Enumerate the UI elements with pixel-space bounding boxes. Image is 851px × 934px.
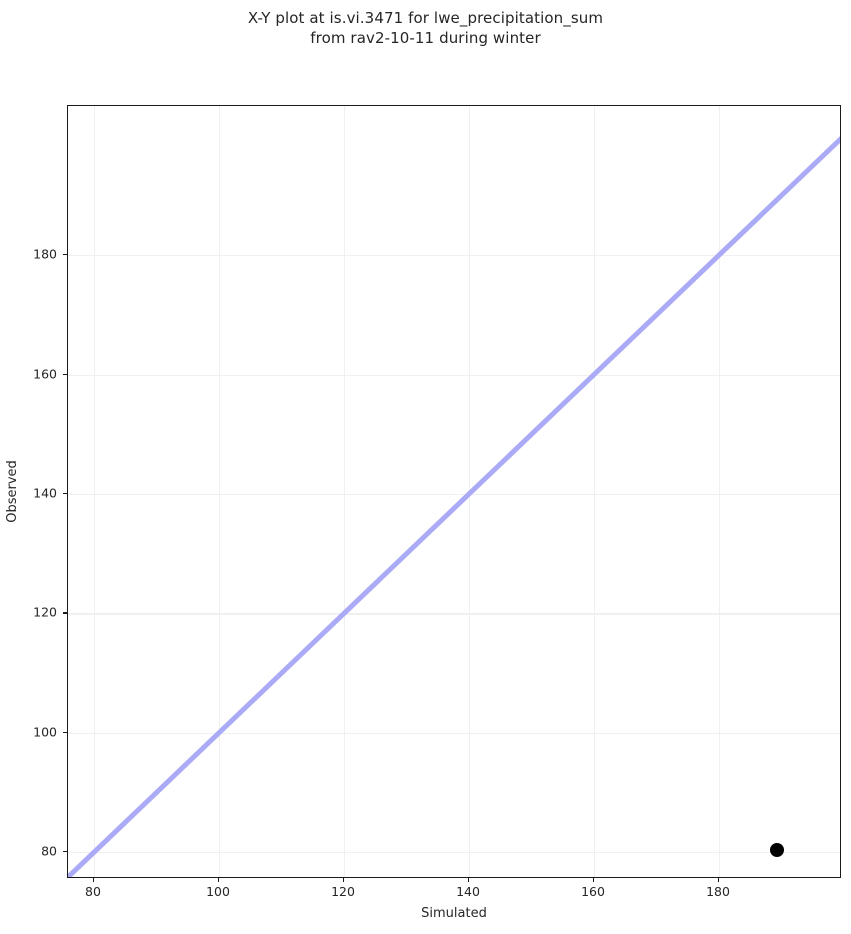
y-axis-tick <box>63 492 67 495</box>
gridline-horizontal <box>68 255 840 257</box>
y-axis-tick-label: 80 <box>41 843 57 859</box>
y-axis-tick-label: 160 <box>33 366 57 382</box>
x-axis-tick-label: 120 <box>331 884 355 899</box>
x-axis-label: Simulated <box>421 906 487 921</box>
y-axis-tick <box>63 731 67 733</box>
gridline-horizontal <box>68 852 840 854</box>
data-point[interactable] <box>769 843 784 858</box>
gridline-horizontal <box>68 613 840 615</box>
y-axis-tick <box>63 373 67 375</box>
y-axis-tick-label: 180 <box>33 246 57 262</box>
gridline-horizontal <box>68 374 840 376</box>
y-axis-tick <box>63 254 67 256</box>
y-axis-tick <box>63 612 67 614</box>
one-to-one-line <box>68 136 840 877</box>
gridline-vertical <box>344 106 346 877</box>
gridline-horizontal <box>68 732 840 735</box>
y-axis-label-container: Observed <box>0 105 24 878</box>
y-axis-tick-label: 100 <box>33 724 57 740</box>
y-axis-tick-label: 120 <box>33 604 57 620</box>
gridline-horizontal <box>68 493 840 496</box>
plot-area[interactable] <box>67 105 841 878</box>
x-axis-tick-label: 180 <box>706 884 730 899</box>
x-axis-tick <box>218 878 220 882</box>
gridline-vertical <box>94 106 96 877</box>
chart-title: X-Y plot at is.vi.3471 for lwe_precipita… <box>247 9 604 47</box>
gridline-vertical <box>594 106 596 877</box>
x-axis-tick-label: 140 <box>456 884 480 899</box>
gridline-vertical <box>719 106 721 877</box>
x-axis-tick <box>468 878 470 882</box>
gridline-vertical <box>469 106 471 877</box>
y-axis-tick <box>63 851 67 853</box>
x-axis-tick <box>343 878 345 882</box>
x-axis-tick <box>718 878 720 882</box>
gridline-vertical <box>219 106 221 877</box>
x-axis-tick-label: 80 <box>85 884 101 899</box>
x-axis-tick-label: 160 <box>581 884 605 899</box>
y-axis-label: Observed <box>4 460 20 523</box>
y-axis-tick-label: 140 <box>33 485 57 501</box>
x-axis-tick-label: 100 <box>206 884 230 899</box>
x-axis-tick <box>593 878 595 882</box>
x-axis-tick <box>93 878 95 882</box>
